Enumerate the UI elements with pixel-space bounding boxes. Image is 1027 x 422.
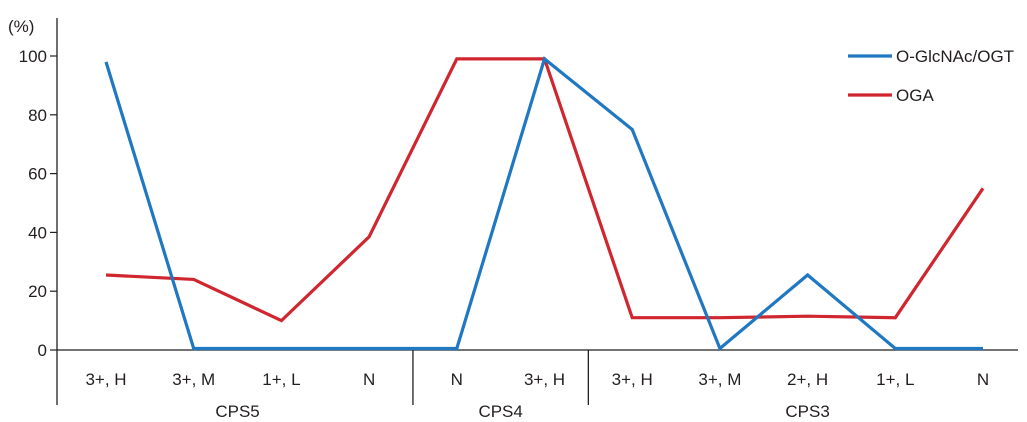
x-tick-label: 3+, H bbox=[85, 370, 126, 389]
x-tick-label: 3+, M bbox=[698, 370, 741, 389]
legend: O-GlcNAc/OGT OGA bbox=[848, 47, 1014, 105]
group-label: CPS4 bbox=[478, 402, 522, 421]
x-tick-label: 3+, H bbox=[612, 370, 653, 389]
y-tick-label: 60 bbox=[28, 165, 47, 184]
legend-label: O-GlcNAc/OGT bbox=[896, 47, 1014, 66]
x-tick-label: 1+, L bbox=[262, 370, 300, 389]
group-label: CPS5 bbox=[215, 402, 259, 421]
x-tick-label: 1+, L bbox=[876, 370, 914, 389]
y-tick-label: 80 bbox=[28, 106, 47, 125]
x-tick-label: N bbox=[977, 370, 989, 389]
series-lines bbox=[104, 56, 985, 352]
x-tick-label: N bbox=[363, 370, 375, 389]
y-tick-label: 0 bbox=[38, 341, 47, 360]
y-tick-label: 20 bbox=[28, 282, 47, 301]
x-axis-ticks: 3+, H 3+, M 1+, L N N 3+, H 3+, H 3+, M 2+, H 1+,… bbox=[85, 370, 989, 389]
group-label: CPS3 bbox=[785, 402, 829, 421]
x-tick-label: N bbox=[451, 370, 463, 389]
y-axis-ticks: 0 20 40 60 80 100 bbox=[19, 47, 57, 360]
legend-label: OGA bbox=[896, 86, 934, 105]
x-tick-label: 3+, M bbox=[172, 370, 215, 389]
y-tick-label: 40 bbox=[28, 223, 47, 242]
series-line-1 bbox=[105, 57, 985, 323]
y-axis-label: (%) bbox=[8, 17, 34, 36]
x-axis-groups: CPS5 CPS4 CPS3 bbox=[215, 350, 830, 421]
series-line-0 bbox=[104, 56, 983, 352]
y-tick-label: 100 bbox=[19, 47, 47, 66]
x-tick-label: 2+, H bbox=[787, 370, 828, 389]
x-tick-label: 3+, H bbox=[524, 370, 565, 389]
